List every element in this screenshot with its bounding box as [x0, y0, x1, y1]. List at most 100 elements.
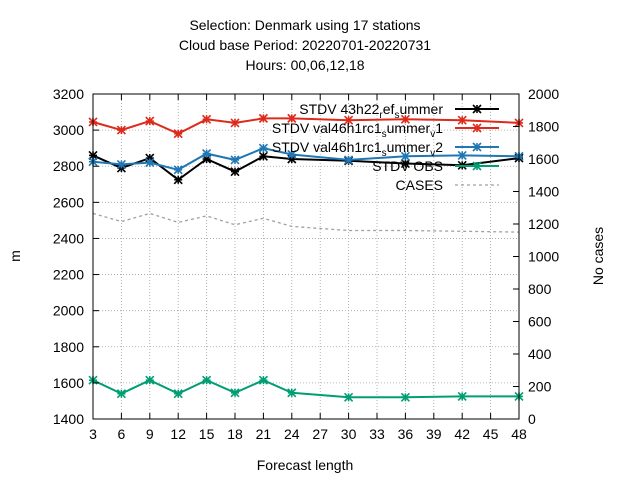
stdv-obs-point-marker: [116, 389, 126, 399]
stdv-val46h1rc1-summer-v2-point-marker: [344, 155, 354, 165]
y-tick-label: 2000: [53, 303, 84, 319]
y2-tick-label: 600: [528, 314, 552, 330]
series-stdv-obs: [88, 375, 524, 402]
stdv-obs-point-marker: [230, 388, 240, 398]
stdv-val46h1rc1-summer-v2-point-marker: [287, 149, 297, 160]
y-tick-label: 2200: [53, 267, 84, 283]
legend-label: STDV val46h1rc1summerv1: [272, 120, 443, 140]
stdv-val46h1rc1-summer-v2-point-marker: [230, 155, 240, 165]
y2-tick-label: 800: [528, 281, 552, 297]
chart-title-line-2: Cloud base Period: 20220701-20220731: [178, 37, 432, 53]
stdv-obs-point-marker: [258, 375, 268, 385]
stdv-43h22-ref-summer-point-marker: [400, 158, 410, 169]
chart-title-line-1: Selection: Denmark using 17 stations: [189, 17, 421, 33]
y-axis-label: m: [7, 250, 23, 262]
series-cases: [92, 212, 520, 233]
x-tick-label: 3: [89, 426, 97, 442]
x-tick-label: 9: [146, 426, 154, 442]
y2-tick-label: 1600: [528, 151, 559, 167]
x-tick-label: 24: [284, 426, 300, 442]
stdv-val46h1rc1-summer-v2-point-marker: [400, 151, 410, 161]
y-tick-label: 3000: [53, 122, 84, 138]
y-tick-label: 1800: [53, 339, 84, 355]
stdv-val46h1rc1-summer-v1-point-marker: [116, 125, 126, 135]
stdv-43h22-ref-summer-point-marker: [230, 167, 240, 177]
stdv-val46h1rc1-summer-v1-point-marker: [173, 129, 183, 139]
y2-tick-label: 200: [528, 379, 552, 395]
x-tick-label: 18: [227, 426, 243, 442]
x-tick-label: 33: [369, 426, 385, 442]
x-tick-label: 12: [170, 426, 186, 442]
legend-stdv-43h22-ref-summer-point-marker: [472, 104, 482, 114]
stdv-obs-point-marker: [145, 375, 155, 385]
stdv-val46h1rc1-summer-v2-point-marker: [116, 159, 126, 169]
stdv-obs-point-marker: [344, 392, 354, 402]
stdv-obs-point-marker: [287, 388, 297, 398]
stdv-val46h1rc1-summer-v1-point-marker: [457, 115, 467, 125]
stdv-val46h1rc1-summer-v2-point-marker: [457, 150, 467, 160]
x-tick-label: 15: [199, 426, 215, 442]
stdv-obs-line: [92, 379, 519, 399]
legend-stdv-obs-point-marker: [472, 161, 482, 171]
x-tick-label: 30: [341, 426, 357, 442]
y-tick-label: 2600: [53, 194, 84, 210]
stdv-obs-point-marker: [173, 389, 183, 399]
y-tick-label: 2800: [53, 158, 84, 174]
legend-item-stdv-obs: STDV OBS: [372, 158, 499, 174]
stdv-43h22-ref-summer-point-marker: [173, 175, 183, 185]
y2-tick-label: 1200: [528, 216, 559, 232]
stdv-val46h1rc1-summer-v2-point-marker: [202, 149, 212, 159]
stdv-val46h1rc1-summer-v1-point-marker: [287, 113, 297, 123]
legend-label: STDV 43h22refsummer: [299, 101, 443, 121]
x-tick-label: 27: [312, 426, 328, 442]
y2-axis-label: No cases: [590, 227, 606, 285]
x-tick-label: 36: [398, 426, 414, 442]
legend-label: STDV OBS: [372, 158, 443, 174]
legend-stdv-val46h1rc1-summer-v2-point-marker: [472, 142, 482, 152]
x-tick-label: 48: [511, 426, 527, 442]
y2-tick-label: 1400: [528, 184, 559, 200]
series-layer: [88, 113, 524, 402]
y-tick-label: 1600: [53, 375, 84, 391]
x-axis-label: Forecast length: [257, 457, 354, 473]
legend-item-cases: CASES: [396, 177, 499, 193]
x-tick-label: 39: [426, 426, 442, 442]
y-tick-label: 2400: [53, 230, 84, 246]
x-tick-label: 6: [118, 426, 126, 442]
stdv-val46h1rc1-summer-v1-point-marker: [258, 113, 268, 123]
stdv-obs-point-marker: [400, 392, 410, 402]
chart-title-line-3: Hours: 00,06,12,18: [245, 57, 365, 73]
y2-tick-label: 2000: [528, 86, 559, 102]
stdv-val46h1rc1-summer-v2-point-marker: [173, 165, 183, 175]
stdv-val46h1rc1-summer-v2-point-marker: [258, 143, 268, 153]
legend-item-stdv-val46h1rc1-summer-v1: STDV val46h1rc1summerv1: [272, 120, 499, 140]
y2-tick-label: 0: [528, 411, 536, 427]
stdv-val46h1rc1-summer-v1-point-marker: [145, 116, 155, 126]
x-tick-label: 21: [256, 426, 272, 442]
stdv-obs-point-marker: [457, 391, 467, 401]
stdv-43h22-ref-summer-line: [92, 154, 520, 182]
stdv-val46h1rc1-summer-v1-point-marker: [344, 115, 354, 125]
stdv-val46h1rc1-summer-v2-point-marker: [145, 158, 155, 168]
axis-ticks: 3 6 9 12 15 18 21 24 27 30 33 36 39 42 45 4814001600180…: [53, 86, 560, 442]
cases-line: [92, 212, 520, 233]
stdv-val46h1rc1-summer-v2-line: [92, 147, 520, 171]
y-tick-label: 3200: [53, 86, 84, 102]
x-tick-label: 42: [454, 426, 470, 442]
legend-stdv-val46h1rc1-summer-v1-point-marker: [472, 123, 482, 133]
stdv-43h22-ref-summer-point-marker: [258, 151, 268, 161]
y2-tick-label: 400: [528, 346, 552, 362]
x-tick-label: 45: [483, 426, 499, 442]
y2-tick-label: 1000: [528, 249, 559, 265]
stdv-obs-point-marker: [202, 375, 212, 385]
legend-label: CASES: [396, 177, 443, 193]
y-tick-label: 1400: [53, 411, 84, 427]
legend-item-stdv-val46h1rc1-summer-v2: STDV val46h1rc1summerv2: [272, 139, 499, 159]
stdv-val46h1rc1-summer-v1-point-marker: [400, 114, 410, 124]
y2-tick-label: 1800: [528, 119, 559, 135]
stdv-val46h1rc1-summer-v1-point-marker: [230, 118, 240, 128]
stdv-val46h1rc1-summer-v1-line: [92, 117, 520, 135]
legend-item-stdv-43h22-ref-summer: STDV 43h22refsummer: [299, 101, 499, 121]
